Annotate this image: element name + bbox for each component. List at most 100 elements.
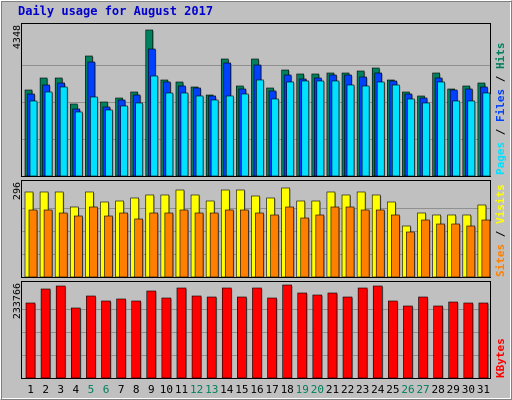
day-label-31: 31: [477, 383, 490, 396]
sites-bar-day-27: [421, 219, 430, 278]
kbytes-bar-day-31: [478, 302, 489, 379]
pages-bar-day-27: [422, 102, 430, 177]
pages-bar-day-9: [150, 75, 159, 177]
pages-bar-day-19: [301, 80, 310, 177]
pages-bar-day-11: [180, 92, 189, 177]
pages-bar-day-10: [165, 92, 174, 177]
pages-bar-day-31: [482, 92, 491, 177]
kbytes-bar-day-23: [357, 287, 368, 379]
day-label-3: 3: [57, 383, 64, 396]
kbytes-bar-day-11: [176, 287, 187, 379]
kbytes-bar-day-13: [206, 296, 217, 379]
day-label-23: 23: [356, 383, 369, 396]
day-label-27: 27: [416, 383, 429, 396]
day-label-24: 24: [371, 383, 385, 396]
day-label-6: 6: [103, 383, 110, 396]
pages-bar-day-15: [241, 93, 249, 177]
kbytes-bar-day-7: [116, 298, 126, 379]
y-axis-max-label: 296: [12, 182, 23, 200]
sites-bar-day-12: [194, 212, 204, 278]
legend-entry: Hits: [494, 43, 507, 70]
sites-bar-day-30: [466, 225, 476, 278]
day-label-14: 14: [220, 383, 234, 396]
sites-bar-day-13: [209, 212, 219, 278]
legend-entry: /: [494, 69, 507, 89]
sites-bar-day-24: [375, 209, 385, 278]
visits-sites-panel: 296 Sites / Visits: [12, 180, 507, 278]
sites-bar-day-4: [73, 215, 83, 278]
pages-bar-day-16: [256, 79, 264, 177]
sites-bar-day-19: [300, 217, 310, 278]
kbytes-bar-day-24: [372, 285, 383, 379]
pages-bar-day-28: [437, 81, 445, 177]
day-label-7: 7: [118, 383, 125, 396]
sites-bar-day-29: [451, 223, 461, 278]
sites-bar-day-6: [104, 215, 113, 278]
pages-bar-day-30: [467, 100, 476, 177]
kbytes-bar-day-26: [403, 305, 413, 379]
day-label-29: 29: [447, 383, 460, 396]
kbytes-bar-day-2: [40, 288, 51, 379]
sites-bar-day-26: [406, 231, 415, 278]
sites-bar-day-7: [119, 212, 128, 278]
day-label-21: 21: [326, 383, 339, 396]
kbytes-bar-day-27: [418, 296, 428, 379]
pages-bar-day-13: [210, 99, 219, 177]
kbytes-bar-day-19: [297, 292, 308, 379]
pages-bar-day-5: [90, 96, 98, 177]
pages-bar-day-21: [331, 80, 340, 177]
day-label-30: 30: [462, 383, 475, 396]
day-label-26: 26: [401, 383, 414, 396]
day-label-17: 17: [265, 383, 278, 396]
sites-bar-day-21: [330, 206, 340, 278]
sites-bar-day-5: [89, 206, 98, 278]
pages-bar-day-2: [44, 91, 53, 177]
kbytes-bar-day-30: [463, 302, 474, 379]
pages-bar-day-4: [74, 111, 83, 177]
chart-title: Daily usage for August 2017: [18, 4, 213, 18]
day-label-8: 8: [133, 383, 140, 396]
sites-bar-day-25: [391, 214, 400, 278]
pages-bar-day-25: [392, 84, 400, 177]
legend-entry: Pages: [494, 142, 507, 175]
hits-files-pages-panel: 4348 Pages / Files / Hits: [12, 23, 507, 177]
y-axis-max-label: 4348: [12, 25, 23, 49]
day-label-16: 16: [250, 383, 263, 396]
sites-bar-day-31: [481, 219, 491, 278]
sites-bar-day-15: [240, 209, 249, 278]
kbytes-bar-day-10: [161, 297, 172, 379]
pages-bar-day-26: [407, 98, 415, 177]
sites-bar-day-16: [255, 212, 264, 278]
day-label-19: 19: [296, 383, 309, 396]
kbytes-bar-day-4: [70, 307, 81, 379]
legend-entry: /: [494, 122, 507, 142]
sites-bar-day-28: [436, 223, 445, 278]
kbytes-bar-day-20: [312, 294, 323, 379]
kbytes-bar-day-25: [388, 300, 398, 379]
day-label-22: 22: [341, 383, 354, 396]
pages-bar-day-17: [271, 98, 279, 177]
kbytes-bar-day-16: [252, 287, 262, 379]
pages-bar-day-12: [195, 95, 204, 177]
kbytes-bar-day-15: [237, 296, 247, 379]
day-label-1: 1: [27, 383, 34, 396]
kbytes-bar-day-1: [25, 302, 36, 379]
pages-bar-day-18: [286, 81, 294, 177]
day-label-15: 15: [235, 383, 248, 396]
panel-border: [21, 281, 491, 379]
sites-bar-day-1: [28, 209, 38, 278]
visits-sites-bars: [22, 187, 491, 278]
sites-bar-day-18: [285, 206, 294, 278]
day-label-9: 9: [148, 383, 155, 396]
kbytes-bar-day-8: [131, 300, 141, 379]
legend-entry: Visits: [494, 184, 507, 224]
kbytes-bar-day-17: [267, 297, 277, 379]
pages-bar-day-6: [105, 109, 113, 177]
kbytes-bar-day-21: [327, 292, 338, 379]
pages-bar-day-22: [346, 84, 355, 177]
sites-bar-day-3: [58, 212, 68, 278]
kbytes-bar-day-22: [342, 296, 353, 379]
panel-legend: Pages / Files / Hits: [494, 43, 507, 176]
